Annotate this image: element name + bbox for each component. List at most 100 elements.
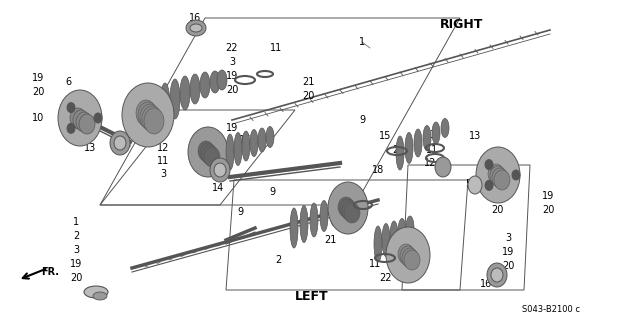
Ellipse shape xyxy=(396,136,404,170)
Ellipse shape xyxy=(386,227,430,283)
Ellipse shape xyxy=(405,132,413,164)
Text: LEFT: LEFT xyxy=(295,290,329,302)
Text: 19: 19 xyxy=(226,123,238,133)
Ellipse shape xyxy=(406,216,414,240)
Text: 21: 21 xyxy=(206,169,218,179)
Ellipse shape xyxy=(170,79,180,119)
Ellipse shape xyxy=(250,130,258,156)
Ellipse shape xyxy=(110,131,130,155)
Ellipse shape xyxy=(122,83,174,147)
Ellipse shape xyxy=(202,145,218,165)
Ellipse shape xyxy=(476,147,520,203)
Ellipse shape xyxy=(142,106,162,132)
Text: 1: 1 xyxy=(73,217,79,227)
Text: 11: 11 xyxy=(369,259,381,269)
Text: 11: 11 xyxy=(157,156,169,166)
Text: 20: 20 xyxy=(70,273,82,283)
Text: 18: 18 xyxy=(372,165,384,175)
Ellipse shape xyxy=(344,203,360,223)
Ellipse shape xyxy=(234,132,242,165)
Ellipse shape xyxy=(73,110,89,130)
Ellipse shape xyxy=(79,114,95,134)
Text: 19: 19 xyxy=(502,247,514,257)
Ellipse shape xyxy=(400,246,416,266)
Ellipse shape xyxy=(198,141,214,161)
Ellipse shape xyxy=(328,182,368,234)
Text: 3: 3 xyxy=(160,169,166,179)
Ellipse shape xyxy=(217,70,227,90)
Ellipse shape xyxy=(423,125,431,150)
Ellipse shape xyxy=(441,118,449,138)
Ellipse shape xyxy=(340,196,348,220)
Ellipse shape xyxy=(76,112,92,132)
Ellipse shape xyxy=(342,201,358,221)
Text: RIGHT: RIGHT xyxy=(440,18,484,30)
Text: 12: 12 xyxy=(424,158,436,168)
Text: 2: 2 xyxy=(73,231,79,241)
Ellipse shape xyxy=(330,198,338,226)
Text: 19: 19 xyxy=(542,191,554,201)
Text: 19: 19 xyxy=(32,73,44,83)
Ellipse shape xyxy=(190,74,200,104)
Text: 21: 21 xyxy=(324,235,336,245)
Text: 19: 19 xyxy=(226,71,238,81)
Text: 16: 16 xyxy=(480,279,492,289)
Ellipse shape xyxy=(93,292,107,300)
Text: 12: 12 xyxy=(157,143,169,153)
Ellipse shape xyxy=(67,124,75,133)
Ellipse shape xyxy=(204,147,220,167)
Ellipse shape xyxy=(382,223,390,257)
Ellipse shape xyxy=(338,197,354,217)
Text: 9: 9 xyxy=(237,207,243,217)
Text: 14: 14 xyxy=(212,183,224,193)
Text: 20: 20 xyxy=(491,205,503,215)
Ellipse shape xyxy=(398,219,406,245)
Text: 10: 10 xyxy=(32,113,44,123)
Text: 16: 16 xyxy=(189,13,201,23)
Ellipse shape xyxy=(468,176,482,194)
Ellipse shape xyxy=(402,248,418,268)
Ellipse shape xyxy=(186,20,206,36)
Ellipse shape xyxy=(214,163,226,177)
Text: 9: 9 xyxy=(269,187,275,197)
Text: 2: 2 xyxy=(275,255,281,265)
Text: 3: 3 xyxy=(505,233,511,243)
Ellipse shape xyxy=(490,166,506,186)
Ellipse shape xyxy=(390,221,398,251)
Ellipse shape xyxy=(491,268,503,282)
Text: 19: 19 xyxy=(491,191,503,201)
Ellipse shape xyxy=(310,203,318,237)
Ellipse shape xyxy=(188,127,228,177)
Text: S043-B2100 c: S043-B2100 c xyxy=(522,306,580,315)
Ellipse shape xyxy=(160,83,170,127)
Ellipse shape xyxy=(210,158,230,182)
Text: 6: 6 xyxy=(65,77,71,87)
Ellipse shape xyxy=(226,134,234,170)
Text: 20: 20 xyxy=(502,261,514,271)
Text: 20: 20 xyxy=(542,205,554,215)
Ellipse shape xyxy=(94,113,102,123)
Text: 20: 20 xyxy=(32,87,44,97)
Ellipse shape xyxy=(67,103,75,113)
Text: 19: 19 xyxy=(354,215,366,225)
Ellipse shape xyxy=(200,72,210,98)
Text: 21: 21 xyxy=(302,77,314,87)
Ellipse shape xyxy=(414,129,422,157)
Text: 11: 11 xyxy=(270,43,282,53)
Text: 15: 15 xyxy=(379,131,391,141)
Text: FR.: FR. xyxy=(41,267,59,277)
Text: 3: 3 xyxy=(73,245,79,255)
Ellipse shape xyxy=(114,136,126,150)
Ellipse shape xyxy=(242,131,250,161)
Ellipse shape xyxy=(435,157,451,177)
Ellipse shape xyxy=(58,90,102,146)
Ellipse shape xyxy=(136,100,156,126)
Text: 20: 20 xyxy=(342,201,354,211)
Ellipse shape xyxy=(140,104,160,130)
Text: 22: 22 xyxy=(226,43,238,53)
Text: 19: 19 xyxy=(70,259,82,269)
Ellipse shape xyxy=(200,143,216,163)
Ellipse shape xyxy=(84,286,108,298)
Ellipse shape xyxy=(300,205,308,243)
Text: 3: 3 xyxy=(429,130,435,140)
